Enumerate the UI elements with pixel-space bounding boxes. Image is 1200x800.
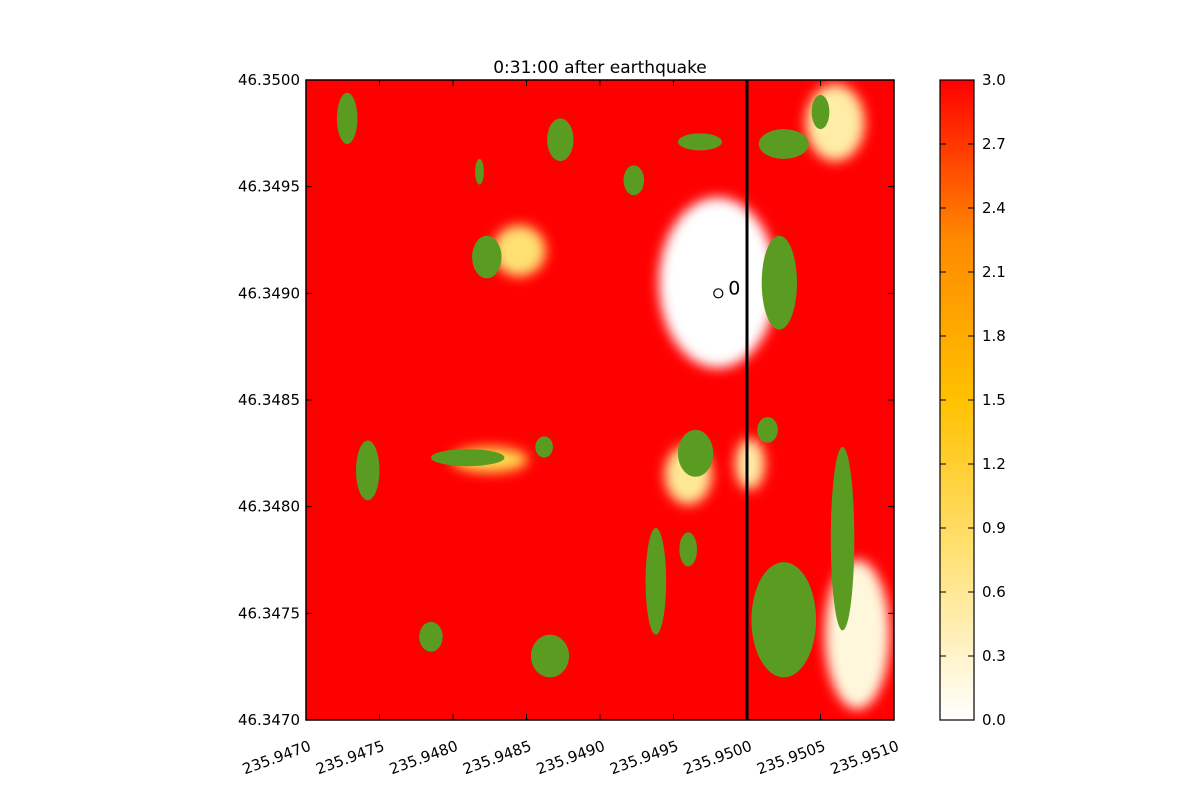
y-tick-label: 46.3500	[238, 71, 300, 89]
land-patch	[475, 158, 484, 185]
land-patch	[677, 133, 723, 151]
dry-patch	[735, 438, 765, 490]
land-patch	[547, 118, 574, 162]
land-patch	[430, 449, 505, 467]
land-patch	[757, 417, 778, 443]
x-tick-label: 235.9475	[313, 737, 386, 778]
colorbar-tick-label: 0.9	[982, 519, 1006, 537]
land-patch	[811, 94, 830, 130]
land-patch	[336, 92, 358, 144]
colorbar-tick-label: 3.0	[982, 71, 1006, 89]
colorbar-ticks: 0.0 0.3 0.6 0.9 1.2 1.5 1.8 2.1 2.4 2.7 3.0	[940, 71, 1006, 729]
land-patch	[761, 235, 797, 330]
land-patch	[679, 532, 698, 567]
x-tick-label: 235.9480	[387, 737, 460, 778]
colorbar-tick-label: 1.8	[982, 327, 1006, 345]
x-tick-label: 235.9490	[534, 737, 607, 778]
y-tick-label: 46.3495	[238, 178, 300, 196]
land-patch	[419, 621, 443, 652]
dry-patch	[492, 225, 546, 277]
x-tick-label: 235.9505	[754, 737, 827, 778]
colorbar-tick-label: 2.1	[982, 263, 1006, 281]
plot-area	[306, 80, 894, 720]
gauge-label: 0	[728, 277, 740, 299]
land-patch	[530, 634, 570, 678]
colorbar-tick-label: 2.4	[982, 199, 1006, 217]
x-tick-label: 235.9510	[828, 737, 901, 778]
y-tick-label: 46.3480	[238, 498, 300, 516]
y-tick-label: 46.3475	[238, 604, 300, 622]
colorbar-tick-label: 0.0	[982, 711, 1006, 729]
land-patch	[355, 440, 380, 501]
y-tick-label: 46.3485	[238, 391, 300, 409]
y-tick-label: 46.3470	[238, 711, 300, 729]
x-tick-label: 235.9485	[460, 737, 533, 778]
land-patch	[535, 436, 553, 458]
gauge-marker	[713, 288, 724, 299]
land-patch	[830, 446, 855, 631]
land-patch	[758, 129, 809, 159]
colorbar-tick-label: 1.2	[982, 455, 1006, 473]
land-patch	[645, 528, 667, 635]
land-patch	[623, 165, 645, 196]
dry-patch	[658, 197, 777, 368]
chart-title: 0:31:00 after earthquake	[493, 58, 707, 78]
land-patch	[677, 429, 714, 477]
land-patch	[751, 562, 817, 678]
x-tick-label: 235.9500	[681, 737, 754, 778]
y-axis-ticks: 46.3470 46.3475 46.3480 46.3485 46.3490 46.34…	[238, 71, 894, 729]
y-tick-label: 46.3490	[238, 284, 300, 302]
colorbar-tick-label: 0.3	[982, 647, 1006, 665]
land-layer	[336, 92, 855, 678]
colorbar-tick-label: 1.5	[982, 391, 1006, 409]
x-tick-label: 235.9495	[607, 737, 680, 778]
colorbar-tick-label: 0.6	[982, 583, 1006, 601]
land-patch	[472, 235, 502, 279]
x-tick-label: 235.9470	[240, 737, 313, 778]
colorbar-tick-label: 2.7	[982, 135, 1006, 153]
